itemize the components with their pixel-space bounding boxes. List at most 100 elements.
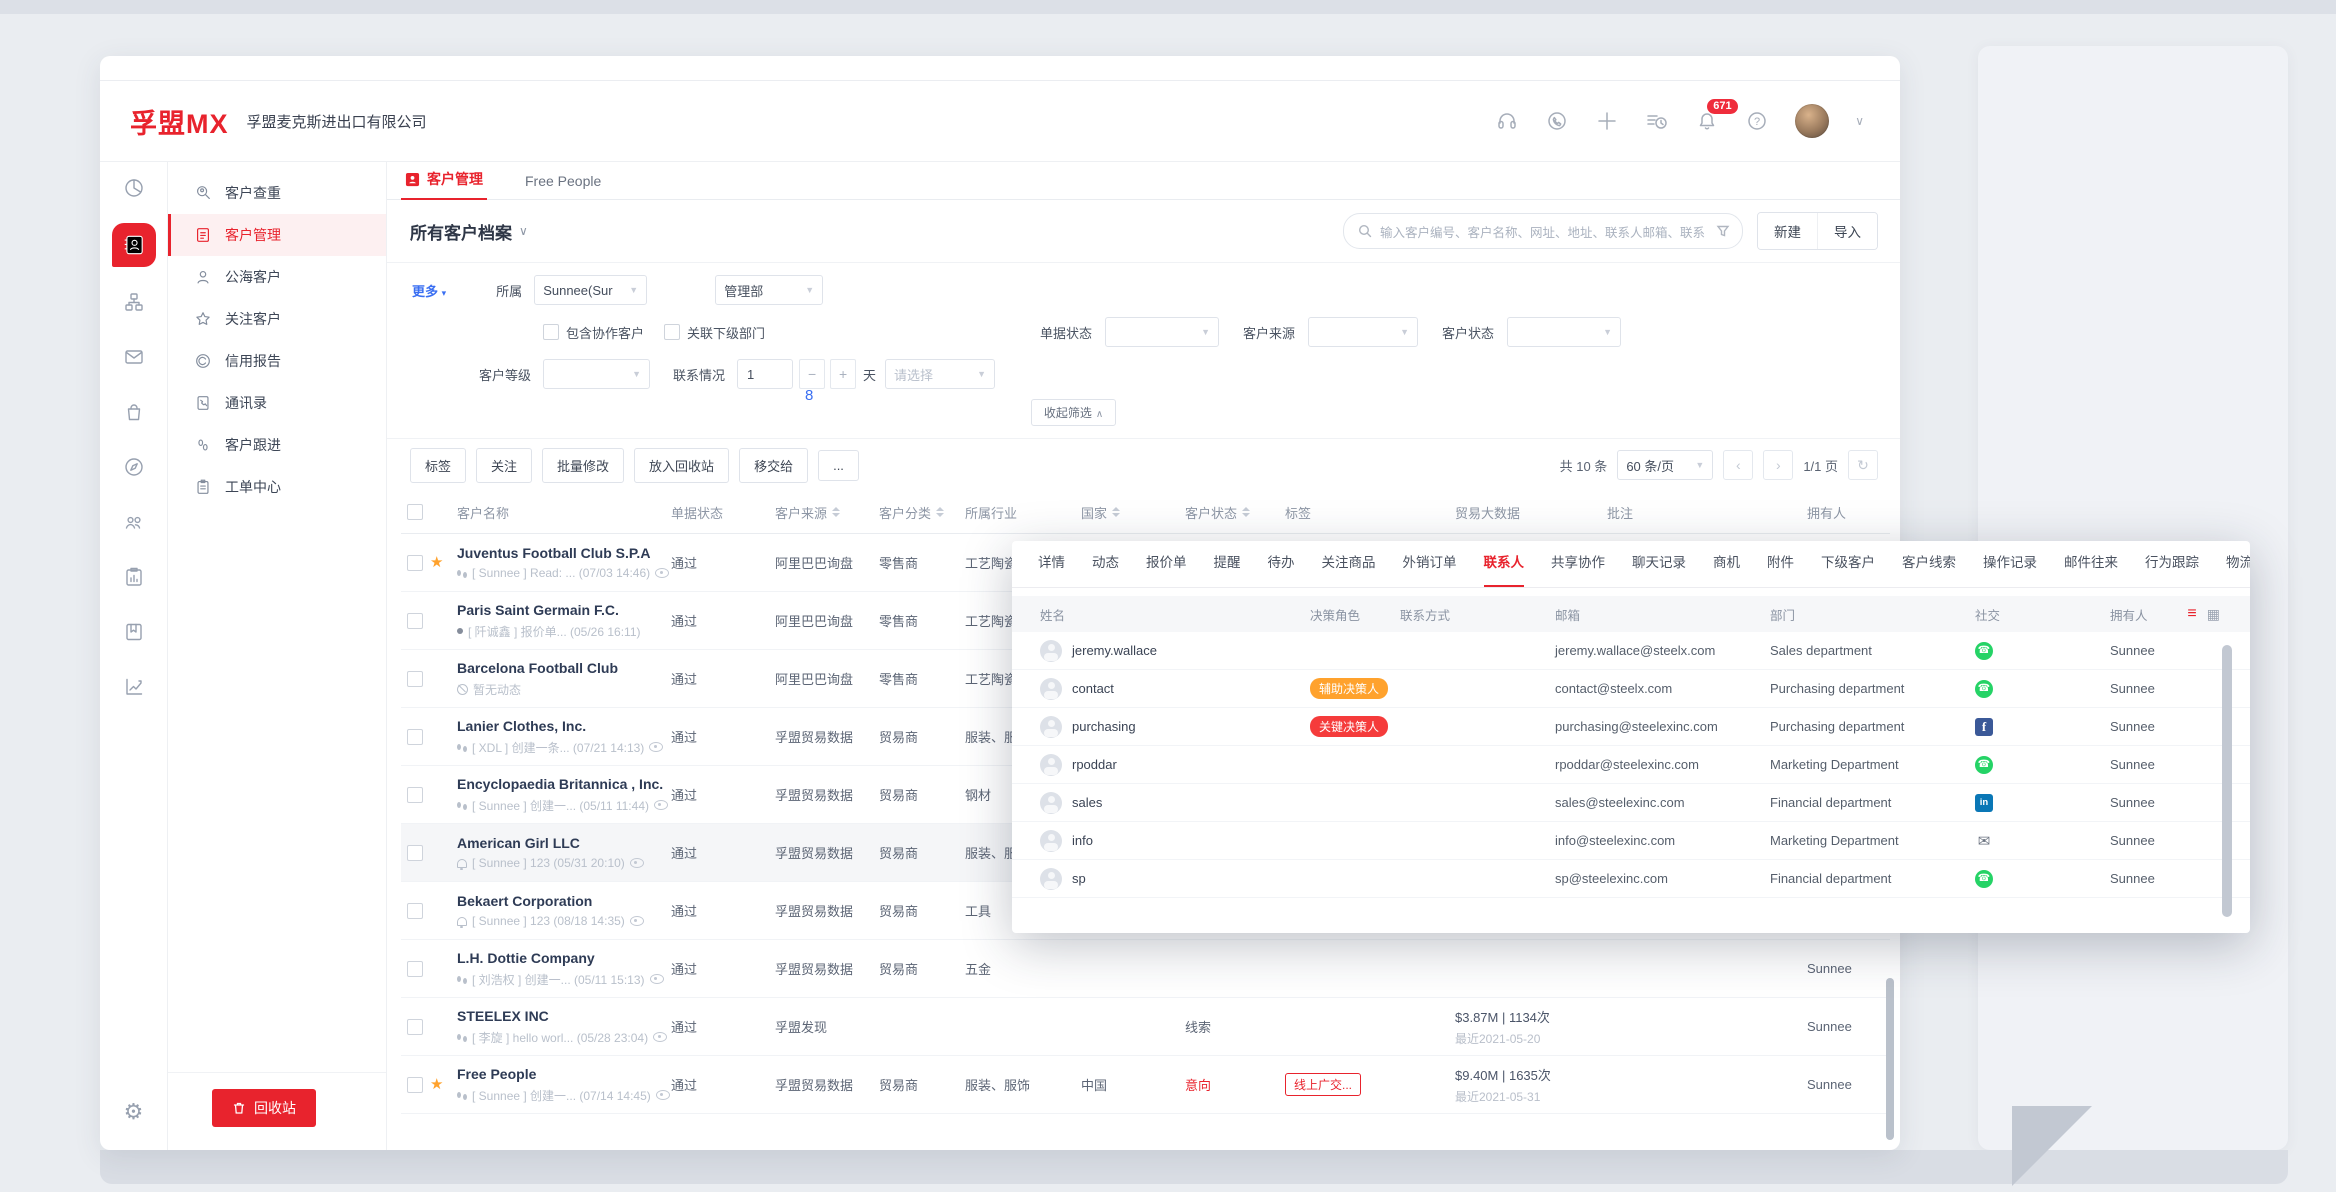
- social-icon[interactable]: [1975, 717, 1993, 736]
- sidebar-item-customer-dedup[interactable]: 客户查重: [168, 172, 386, 214]
- sort-icon[interactable]: [832, 507, 841, 517]
- row-checkbox[interactable]: [407, 960, 423, 977]
- detail-tab[interactable]: 附件: [1767, 555, 1794, 570]
- customer-name-cell[interactable]: American Girl LLC [ Sunnee ] 123 (05/31 …: [457, 835, 671, 870]
- department-select[interactable]: 管理部 ▼: [715, 275, 824, 305]
- sort-icon[interactable]: [1112, 507, 1121, 517]
- detail-tab[interactable]: 待办: [1267, 555, 1295, 570]
- customer-name-cell[interactable]: L.H. Dottie Company [ 刘浩权 ] 创建一... (05/1…: [457, 950, 671, 988]
- list-view-icon[interactable]: ≡: [2187, 605, 2197, 622]
- row-checkbox[interactable]: [407, 670, 423, 687]
- social-icon[interactable]: [1975, 832, 1993, 850]
- contact-name-cell[interactable]: sales: [1040, 791, 1310, 814]
- customer-name-cell[interactable]: Juventus Football Club S.P.A [ Sunnee ] …: [457, 545, 671, 580]
- email-cell[interactable]: rpoddar@steelexinc.com: [1555, 757, 1699, 772]
- customer-name[interactable]: STEELEX INC: [457, 1007, 549, 1024]
- col-category[interactable]: 客户分类: [879, 503, 965, 522]
- contact-name-cell[interactable]: rpoddar: [1040, 753, 1310, 776]
- clipboard-report-icon[interactable]: [122, 565, 146, 589]
- org-structure-icon[interactable]: [122, 290, 146, 314]
- sidebar-item-work-orders[interactable]: 工单中心: [168, 466, 386, 508]
- table-row[interactable]: ★ Free People [ Sunnee ] 创建一... (07/14 1…: [401, 1056, 1890, 1114]
- customer-name-cell[interactable]: Barcelona Football Club 暂无动态: [457, 660, 671, 698]
- detail-tab[interactable]: 报价单: [1146, 555, 1187, 570]
- contact-type-select[interactable]: 请选择 ▼: [885, 359, 996, 389]
- customer-name-cell[interactable]: Encyclopaedia Britannica , Inc. [ Sunnee…: [457, 776, 671, 814]
- recycle-bin-button[interactable]: 回收站: [212, 1089, 316, 1127]
- social-icon[interactable]: [1975, 755, 1993, 774]
- contact-name[interactable]: sales: [1072, 795, 1103, 810]
- contact-row[interactable]: sales sales@steelexinc.com Financial dep…: [1012, 784, 2250, 822]
- customer-name-cell[interactable]: Paris Saint Germain F.C. [ 阡诚鑫 ] 报价单... …: [457, 602, 671, 640]
- contact-name-cell[interactable]: info: [1040, 829, 1310, 852]
- toolbar-button[interactable]: 放入回收站: [634, 447, 730, 483]
- social-icon[interactable]: [1975, 641, 1993, 660]
- customer-name[interactable]: American Girl LLC: [457, 835, 580, 851]
- grid-view-icon[interactable]: ▦: [2206, 606, 2220, 622]
- customer-name[interactable]: Bekaert Corporation: [457, 893, 593, 909]
- col-customer-name[interactable]: 客户名称: [457, 505, 510, 521]
- history-list-icon[interactable]: [1645, 109, 1669, 133]
- toolbar-button[interactable]: 关注: [476, 447, 533, 483]
- contact-name[interactable]: info: [1072, 833, 1093, 848]
- contact-name-cell[interactable]: purchasing: [1040, 715, 1310, 738]
- help-icon[interactable]: ?: [1745, 109, 1769, 133]
- row-checkbox[interactable]: [407, 728, 423, 745]
- select-all-checkbox[interactable]: [407, 504, 423, 520]
- detail-tab[interactable]: 共享协作: [1551, 555, 1605, 570]
- col-owner[interactable]: 拥有人: [1807, 505, 1847, 521]
- more-filters-button[interactable]: 更多 ▾: [412, 283, 447, 299]
- contact-name-cell[interactable]: contact: [1040, 677, 1310, 700]
- notifications-bell-icon[interactable]: 671: [1695, 99, 1738, 133]
- detail-tab[interactable]: 聊天记录: [1632, 555, 1686, 570]
- chevron-down-icon[interactable]: ∨: [1855, 114, 1864, 128]
- detail-tab[interactable]: 物流信息: [2226, 555, 2250, 570]
- detail-tab[interactable]: 下级客户: [1821, 555, 1875, 570]
- email-cell[interactable]: purchasing@steelexinc.com: [1555, 719, 1718, 734]
- detail-tab[interactable]: 提醒: [1213, 555, 1241, 570]
- stepper-minus-button[interactable]: −: [799, 359, 826, 389]
- contact-name[interactable]: purchasing: [1072, 719, 1136, 734]
- social-icon[interactable]: [1975, 793, 1993, 812]
- contact-row[interactable]: info info@steelexinc.com Marketing Depar…: [1012, 822, 2250, 860]
- detail-tab[interactable]: 商机: [1713, 555, 1740, 570]
- contact-row[interactable]: purchasing 关键决策人 purchasing@steelexinc.c…: [1012, 708, 2250, 746]
- sort-icon[interactable]: [936, 507, 945, 517]
- detail-tab[interactable]: 关注商品: [1321, 555, 1376, 570]
- knowledge-book-icon[interactable]: [122, 620, 146, 644]
- customer-name-cell[interactable]: Lanier Clothes, Inc. [ XDL ] 创建一条... (07…: [457, 718, 671, 756]
- tag-badge[interactable]: 线上广交...: [1285, 1073, 1362, 1096]
- customer-name[interactable]: Free People: [457, 1065, 537, 1082]
- toolbar-button[interactable]: ...: [818, 449, 859, 481]
- email-cell[interactable]: sales@steelexinc.com: [1555, 795, 1685, 810]
- detail-tab[interactable]: 行为跟踪: [2145, 555, 2199, 570]
- team-people-icon[interactable]: [122, 510, 146, 534]
- col-customer-status[interactable]: 客户状态: [1185, 503, 1285, 522]
- contact-name[interactable]: jeremy.wallace: [1072, 643, 1158, 658]
- detail-tab[interactable]: 详情: [1038, 555, 1065, 570]
- customer-name[interactable]: Encyclopaedia Britannica , Inc.: [457, 775, 664, 792]
- star-icon[interactable]: ★: [430, 1076, 444, 1093]
- detail-tab[interactable]: 联系人: [1483, 541, 1524, 587]
- sidebar-item-followed-customers[interactable]: 关注客户: [168, 298, 386, 340]
- col-notes[interactable]: 批注: [1607, 505, 1634, 521]
- email-cell[interactable]: info@steelexinc.com: [1555, 833, 1676, 848]
- sidebar-item-customer-followup[interactable]: 客户跟进: [168, 424, 386, 466]
- detail-tab[interactable]: 客户线索: [1902, 555, 1956, 570]
- title-chevron-icon[interactable]: ∨: [519, 224, 528, 238]
- vertical-scrollbar[interactable]: [1886, 978, 1894, 1140]
- whatsapp-call-icon[interactable]: [1545, 109, 1569, 133]
- col-tags[interactable]: 标签: [1285, 505, 1312, 521]
- star-icon[interactable]: ★: [430, 554, 444, 571]
- customer-name-cell[interactable]: Bekaert Corporation [ Sunnee ] 123 (08/1…: [457, 893, 671, 928]
- toolbar-button[interactable]: 批量修改: [542, 447, 625, 483]
- col-country[interactable]: 国家: [1081, 503, 1185, 522]
- collapse-filters-button[interactable]: 收起筛选 ∧: [1030, 399, 1117, 426]
- sidebar-item-credit-report[interactable]: 信用报告: [168, 340, 386, 382]
- next-page-button[interactable]: ›: [1763, 450, 1794, 480]
- settings-gear-icon[interactable]: ⚙: [123, 1099, 144, 1124]
- contact-row[interactable]: rpoddar rpoddar@steelexinc.com Marketing…: [1012, 746, 2250, 784]
- contact-name[interactable]: sp: [1072, 871, 1086, 886]
- owner-select[interactable]: Sunnee(Sur ▼: [534, 275, 648, 305]
- new-button[interactable]: 新建: [1758, 213, 1817, 249]
